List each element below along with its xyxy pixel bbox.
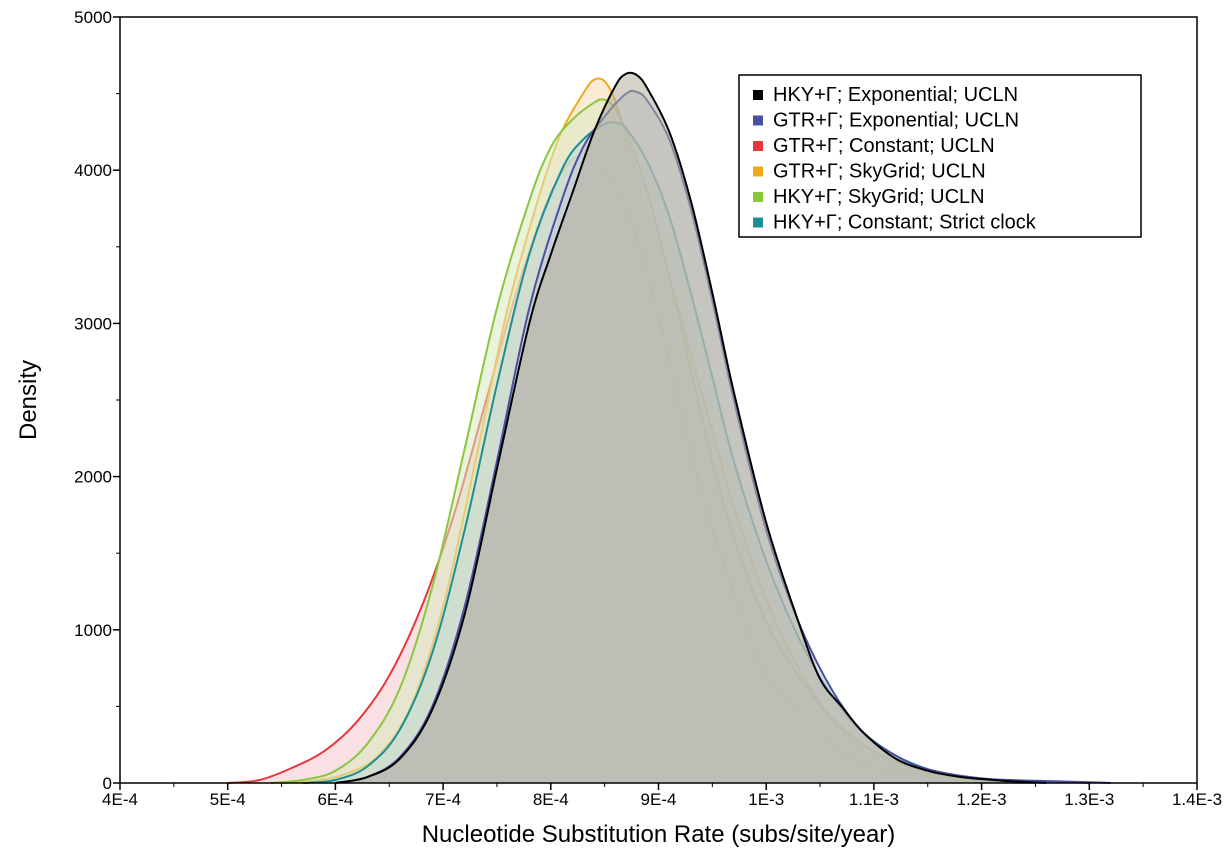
legend: HKY+Γ; Exponential; UCLN GTR+Γ; Exponenti… <box>738 74 1142 238</box>
x-axis-title: Nucleotide Substitution Rate (subs/site/… <box>422 821 896 848</box>
x-tick-label: 8E-4 <box>533 790 569 809</box>
legend-item: HKY+Γ; Constant; Strict clock <box>753 212 1037 234</box>
y-tick-label: 0 <box>103 774 112 793</box>
legend-item: HKY+Γ; Exponential; UCLN <box>753 84 1018 106</box>
legend-item: GTR+Γ; SkyGrid; UCLN <box>753 161 986 183</box>
x-axis: 4E-4 5E-4 6E-4 7E-4 8E-4 9E-4 1E-3 1.1E-3 1.2E-3… <box>102 783 1222 809</box>
x-tick-label: 5E-4 <box>210 790 246 809</box>
legend-label: GTR+Γ; SkyGrid; UCLN <box>773 161 986 183</box>
legend-item: HKY+Γ; SkyGrid; UCLN <box>753 186 985 208</box>
legend-label: HKY+Γ; SkyGrid; UCLN <box>773 186 985 208</box>
legend-swatch <box>753 192 763 202</box>
y-tick-label: 5000 <box>74 8 112 27</box>
legend-box <box>738 74 1142 238</box>
legend-swatch <box>753 166 763 177</box>
density-curves <box>227 71 1111 784</box>
y-tick-label: 2000 <box>74 468 112 487</box>
series-hky-exponential-ucln <box>335 71 1047 784</box>
y-tick-label: 3000 <box>74 314 112 333</box>
x-tick-label: 7E-4 <box>425 790 461 809</box>
legend-label: HKY+Γ; Exponential; UCLN <box>773 84 1018 106</box>
x-tick-label: 9E-4 <box>641 790 677 809</box>
legend-swatch <box>753 141 763 151</box>
legend-swatch <box>753 217 763 228</box>
series-line <box>335 71 1047 784</box>
x-tick-label: 1.2E-3 <box>957 790 1007 809</box>
x-tick-label: 4E-4 <box>102 790 138 809</box>
legend-item: GTR+Γ; Exponential; UCLN <box>753 110 1019 132</box>
x-tick-label: 1.3E-3 <box>1064 790 1114 809</box>
y-axis: 0 1000 2000 3000 4000 5000 <box>74 8 120 793</box>
legend-label: HKY+Γ; Constant; Strict clock <box>773 212 1037 234</box>
x-tick-label: 1E-3 <box>748 790 784 809</box>
x-tick-label: 6E-4 <box>317 790 353 809</box>
y-axis-title: Density <box>15 360 42 440</box>
series-area <box>335 72 1047 783</box>
legend-label: GTR+Γ; Constant; UCLN <box>773 135 995 157</box>
legend-item: GTR+Γ; Constant; UCLN <box>753 135 995 157</box>
y-tick-label: 1000 <box>74 621 112 640</box>
legend-swatch <box>753 115 763 126</box>
legend-swatch <box>753 90 763 100</box>
x-tick-label: 1.1E-3 <box>849 790 899 809</box>
y-tick-label: 4000 <box>74 161 112 180</box>
x-tick-label: 1.4E-3 <box>1172 790 1222 809</box>
legend-label: GTR+Γ; Exponential; UCLN <box>773 110 1019 132</box>
